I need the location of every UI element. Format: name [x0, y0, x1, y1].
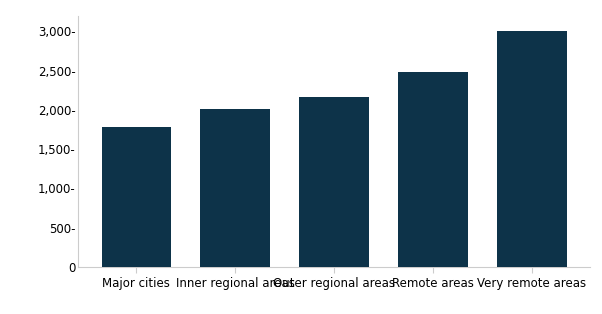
Bar [497, 31, 566, 267]
Bar [299, 97, 369, 267]
Bar [200, 109, 270, 267]
Bar [399, 72, 468, 267]
Bar [102, 127, 171, 267]
